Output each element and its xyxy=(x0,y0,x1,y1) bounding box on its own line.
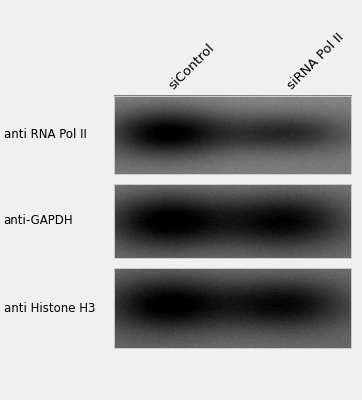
Text: anti-GAPDH: anti-GAPDH xyxy=(4,214,73,228)
Bar xyxy=(114,96,351,174)
Bar xyxy=(114,268,351,348)
Text: anti RNA Pol II: anti RNA Pol II xyxy=(4,128,87,142)
Text: anti Histone H3: anti Histone H3 xyxy=(4,302,95,314)
Text: siRNA Pol II: siRNA Pol II xyxy=(285,30,346,92)
Text: siControl: siControl xyxy=(166,41,217,92)
Bar xyxy=(114,184,351,258)
